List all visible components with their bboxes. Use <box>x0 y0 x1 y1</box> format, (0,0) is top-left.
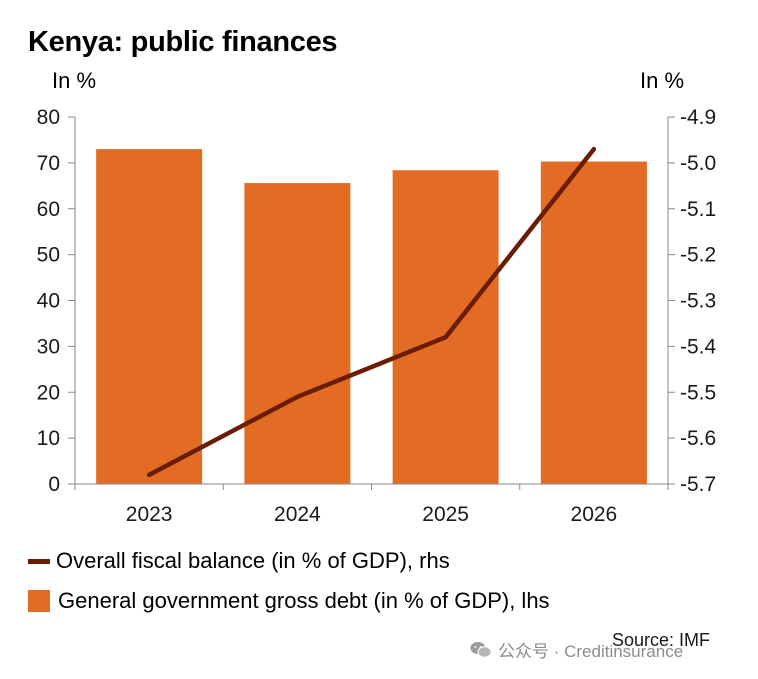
legend-line-label: Overall fiscal balance (in % of GDP), rh… <box>56 548 450 573</box>
chart-title: Kenya: public finances <box>28 26 338 58</box>
left-tick-label: 10 <box>37 427 60 450</box>
source-note: Source: IMF <box>612 630 711 650</box>
bar-2023 <box>96 149 203 485</box>
x-tick-label-2025: 2025 <box>422 503 469 526</box>
x-tick-label-2024: 2024 <box>274 503 321 526</box>
fiscal-balance-line <box>146 146 597 478</box>
left-tick-label: 30 <box>37 335 60 358</box>
watermark: 公众号 · Creditinsurance <box>470 637 683 662</box>
x-tick-label-2023: 2023 <box>126 503 173 526</box>
legend-bar-label: General government gross debt (in % of G… <box>58 588 550 613</box>
watermark-text: 公众号 · Creditinsurance <box>498 642 684 661</box>
left-tick-label: 60 <box>37 198 60 221</box>
right-tick-label: -5.5 <box>680 381 716 404</box>
left-tick-label: 40 <box>37 290 60 313</box>
right-tick-label: -5.2 <box>680 244 716 267</box>
left-tick-label: 70 <box>37 152 60 175</box>
bar-2025 <box>392 170 499 484</box>
right-tick-label: -5.3 <box>680 290 716 313</box>
left-axis-unit: In % <box>52 68 97 93</box>
right-tick-label: -5.6 <box>680 427 716 450</box>
legend-item-fiscal-balance: Overall fiscal balance (in % of GDP), rh… <box>28 548 450 574</box>
legend-item-gross-debt: General government gross debt (in % of G… <box>28 588 550 614</box>
right-tick-label: -5.1 <box>680 198 716 221</box>
left-tick-label: 80 <box>37 106 60 129</box>
bar-2024 <box>244 183 351 484</box>
x-tick-label-2026: 2026 <box>571 503 618 526</box>
right-tick-label: -5.4 <box>680 335 717 358</box>
bar-2026 <box>540 161 647 484</box>
right-axis-unit: In % <box>640 68 685 93</box>
left-tick-label: 0 <box>48 473 60 496</box>
legend-line-swatch <box>28 558 50 564</box>
legend-bar-swatch <box>28 590 50 612</box>
wechat-icon <box>470 641 492 658</box>
right-tick-label: -5.7 <box>680 473 716 496</box>
right-tick-label: -4.9 <box>680 106 716 129</box>
right-tick-label: -5.0 <box>680 152 716 175</box>
left-tick-label: 20 <box>37 381 60 404</box>
left-tick-label: 50 <box>37 244 60 267</box>
